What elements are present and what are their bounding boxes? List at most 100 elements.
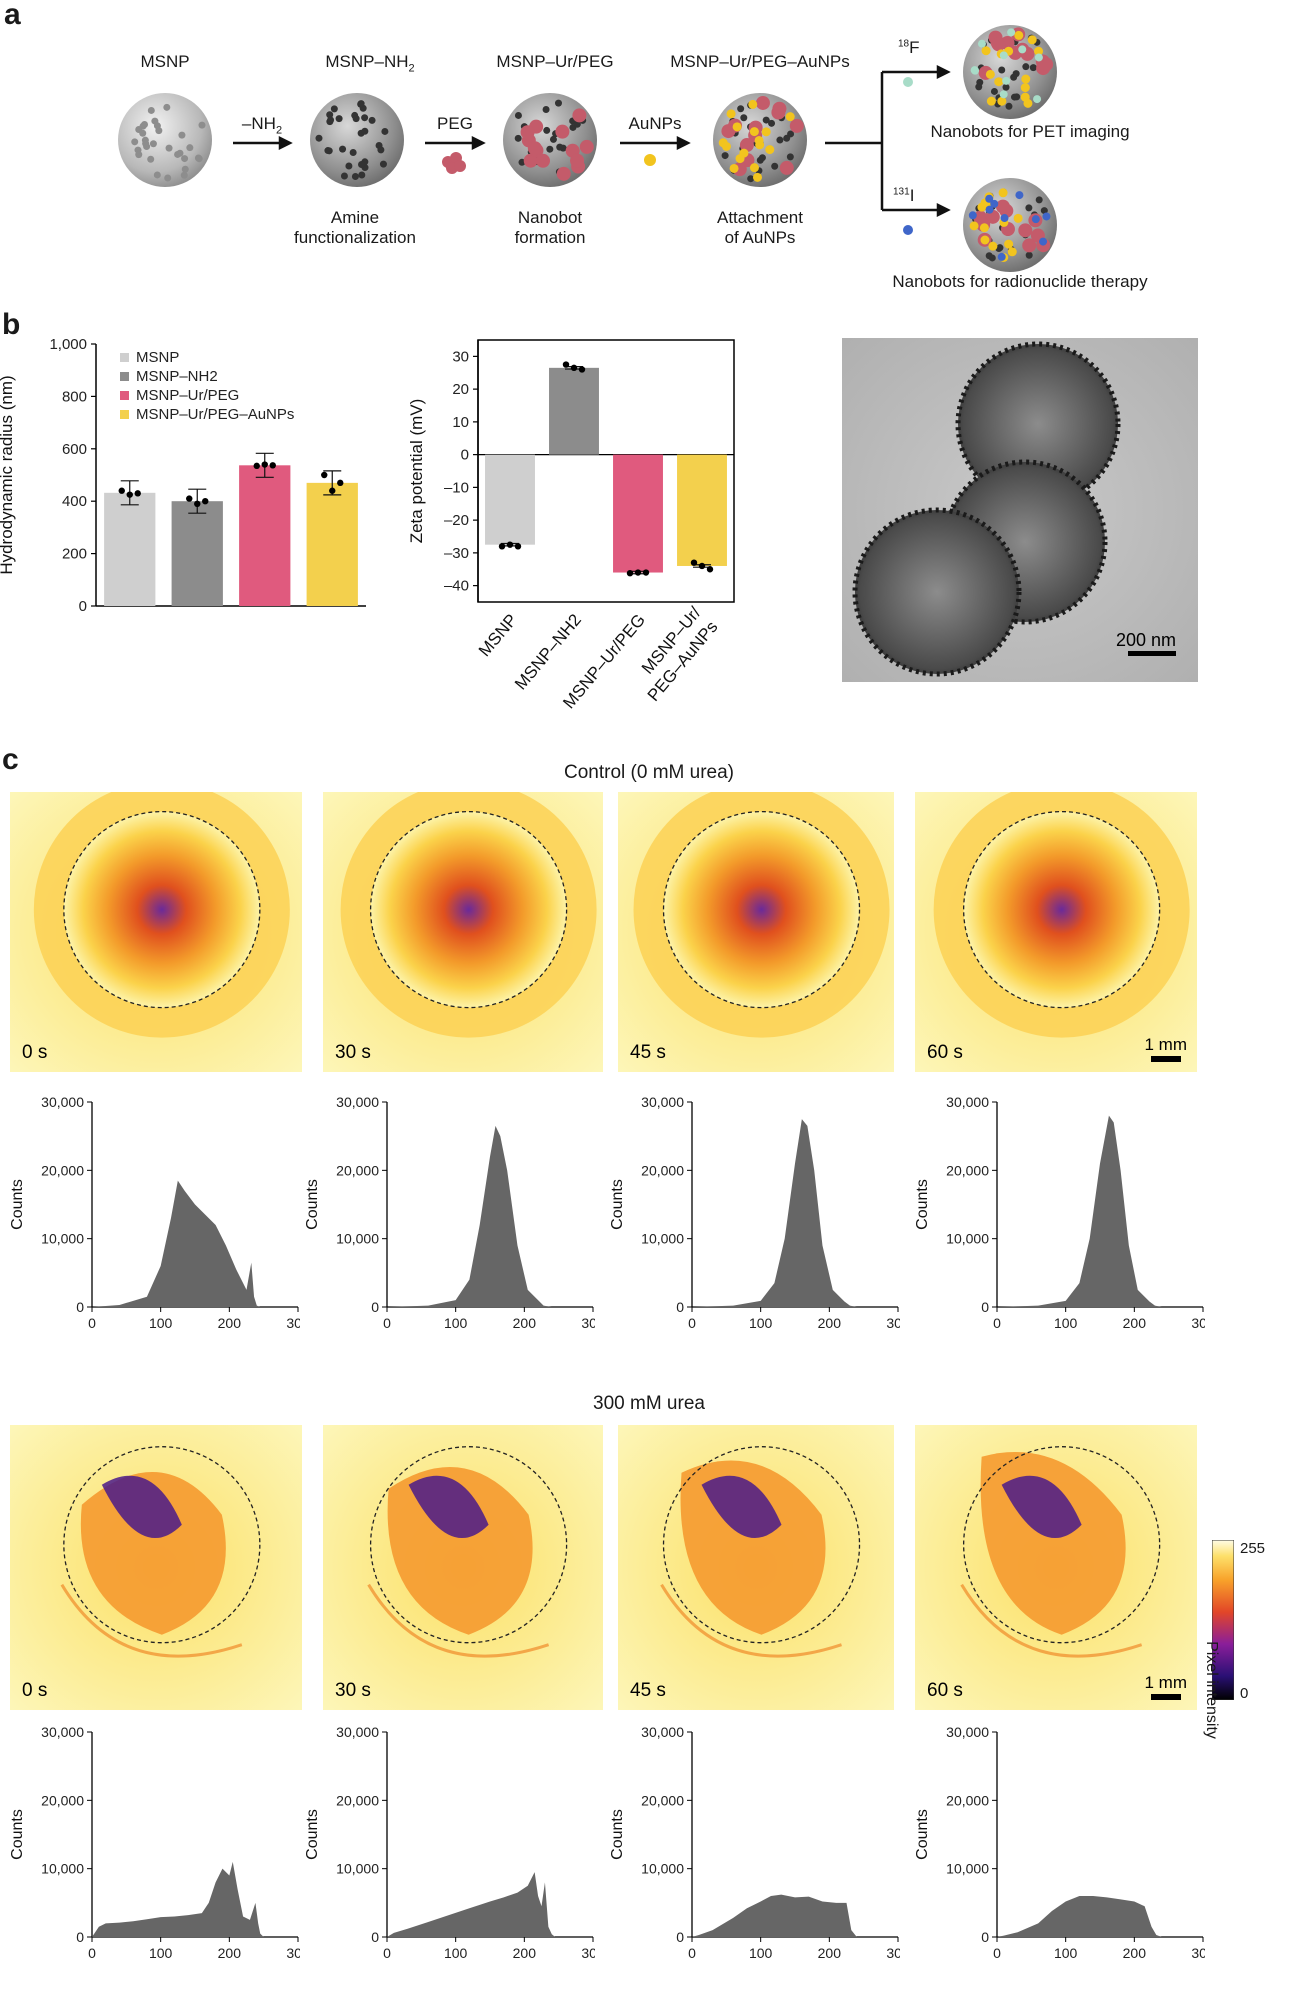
colorbar (1212, 1540, 1234, 1700)
y-tick-label: 10,000 (641, 1231, 684, 1247)
legend-swatch (120, 353, 129, 362)
y-tick-label: 20,000 (336, 1792, 379, 1808)
data-point (634, 569, 642, 576)
x-tick-label: 300 (286, 1945, 300, 1961)
data-point (706, 566, 714, 573)
msnp-sphere (118, 93, 212, 187)
panel-label-c: c (2, 743, 19, 776)
x-tick-label: 200 (218, 1945, 242, 1961)
legend-label: MSNP–Ur/PEG (136, 387, 239, 404)
x-tick-label: 300 (581, 1315, 595, 1331)
y-axis-label: Counts (914, 1179, 931, 1230)
y-tick-label: 0 (981, 1929, 989, 1945)
data-point (202, 498, 209, 505)
x-tick-label: 100 (149, 1945, 173, 1961)
scale-bar-label: 1 mm (1144, 1673, 1188, 1692)
x-tick-label: 300 (1191, 1315, 1205, 1331)
scale-bar-line (1150, 1694, 1181, 1700)
i131-isotope-icon (903, 225, 913, 235)
urea-title: 300 mM urea (593, 1393, 705, 1414)
arrow-label-peg: PEG (437, 114, 473, 133)
y-tick-label: 20,000 (641, 1162, 684, 1178)
caption-amine: Amine functionalization (294, 208, 416, 247)
time-label: 0 s (22, 1042, 48, 1063)
histogram-area (92, 1861, 264, 1937)
y-axis-label: Zeta potential (mV) (407, 399, 426, 544)
y-tick-label: 1,000 (49, 336, 87, 353)
y-tick-label: –30 (444, 545, 469, 562)
bar (104, 492, 156, 606)
bar (485, 454, 535, 545)
synthesis-scheme (118, 25, 1057, 272)
data-point (698, 562, 706, 570)
panel-label-a: a (4, 0, 21, 31)
x-tick-label: 200 (1123, 1315, 1147, 1331)
x-tick-label: 0 (993, 1945, 1001, 1961)
data-point (514, 543, 522, 550)
x-tick-label: 200 (513, 1315, 537, 1331)
y-tick-label: 10 (452, 414, 469, 431)
time-label: 30 s (335, 1042, 371, 1063)
legend-label: MSNP (136, 349, 179, 366)
x-tick-label: 0 (993, 1315, 1001, 1331)
data-point (321, 471, 328, 479)
x-tick-label: 0 (88, 1315, 96, 1331)
y-tick-label: 20,000 (336, 1162, 379, 1178)
legend-label: MSNP–NH2 (136, 368, 218, 385)
y-tick-label: 10,000 (641, 1861, 684, 1877)
y-axis-label: Counts (304, 1809, 321, 1860)
x-tick-label: 0 (383, 1945, 391, 1961)
x-tick-label: 300 (581, 1945, 595, 1961)
y-tick-label: 30,000 (336, 1094, 379, 1110)
y-tick-label: 200 (62, 546, 87, 563)
arrow-label-nh2: –NH2 (241, 114, 283, 137)
y-tick-label: 10,000 (336, 1231, 379, 1247)
data-point (126, 491, 133, 498)
y-tick-label: 30,000 (41, 1094, 84, 1110)
data-point (134, 490, 141, 497)
control-micrograph: 0 s (10, 792, 302, 1072)
y-axis-label: Counts (609, 1809, 626, 1860)
y-tick-label: 800 (62, 388, 87, 405)
y-tick-label: 0 (76, 1929, 84, 1945)
x-tick-label: 300 (886, 1945, 900, 1961)
x-tick-label: 100 (1054, 1945, 1078, 1961)
y-tick-label: 20,000 (41, 1162, 84, 1178)
colorbar-min: 0 (1240, 1685, 1249, 1702)
y-tick-label: 0 (371, 1299, 379, 1315)
peg-reagent-icon (442, 152, 466, 174)
histogram-area (997, 1115, 1162, 1307)
bar (549, 367, 599, 455)
y-tick-label: 20,000 (946, 1792, 989, 1808)
y-tick-label: 10,000 (41, 1231, 84, 1247)
x-tick-label: 200 (818, 1315, 842, 1331)
x-tick-label: 0 (688, 1315, 696, 1331)
y-tick-label: 10,000 (336, 1861, 379, 1877)
x-tick-label: 100 (149, 1315, 173, 1331)
x-tick-label: 200 (218, 1315, 242, 1331)
y-axis-label: Counts (609, 1179, 626, 1230)
histogram-area (92, 1180, 261, 1307)
data-point (578, 366, 586, 373)
caption-attachment: Attachment of AuNPs (717, 208, 803, 247)
y-tick-label: 20,000 (641, 1792, 684, 1808)
stage-name-msnp-ur-peg-aunps: MSNP–Ur/PEG–AuNPs (670, 52, 850, 71)
data-point (261, 461, 268, 468)
hydrodynamic-radius-chart: 0 200 400 600 800 1,000 Hydrodynamic radius (n… (0, 336, 366, 615)
x-tick-label: 200 (513, 1945, 537, 1961)
y-tick-label: 600 (62, 441, 87, 458)
data-point (186, 495, 193, 502)
data-point (253, 462, 260, 470)
x-tick-label: 300 (1191, 1945, 1205, 1961)
time-label: 30 s (335, 1680, 371, 1701)
therapy-nanobot-sphere (963, 178, 1057, 272)
nanobot-sphere (503, 93, 597, 187)
data-point (118, 487, 125, 494)
tem-particle (852, 507, 1022, 677)
y-tick-label: 30,000 (946, 1094, 989, 1110)
y-tick-label: 0 (461, 447, 469, 464)
